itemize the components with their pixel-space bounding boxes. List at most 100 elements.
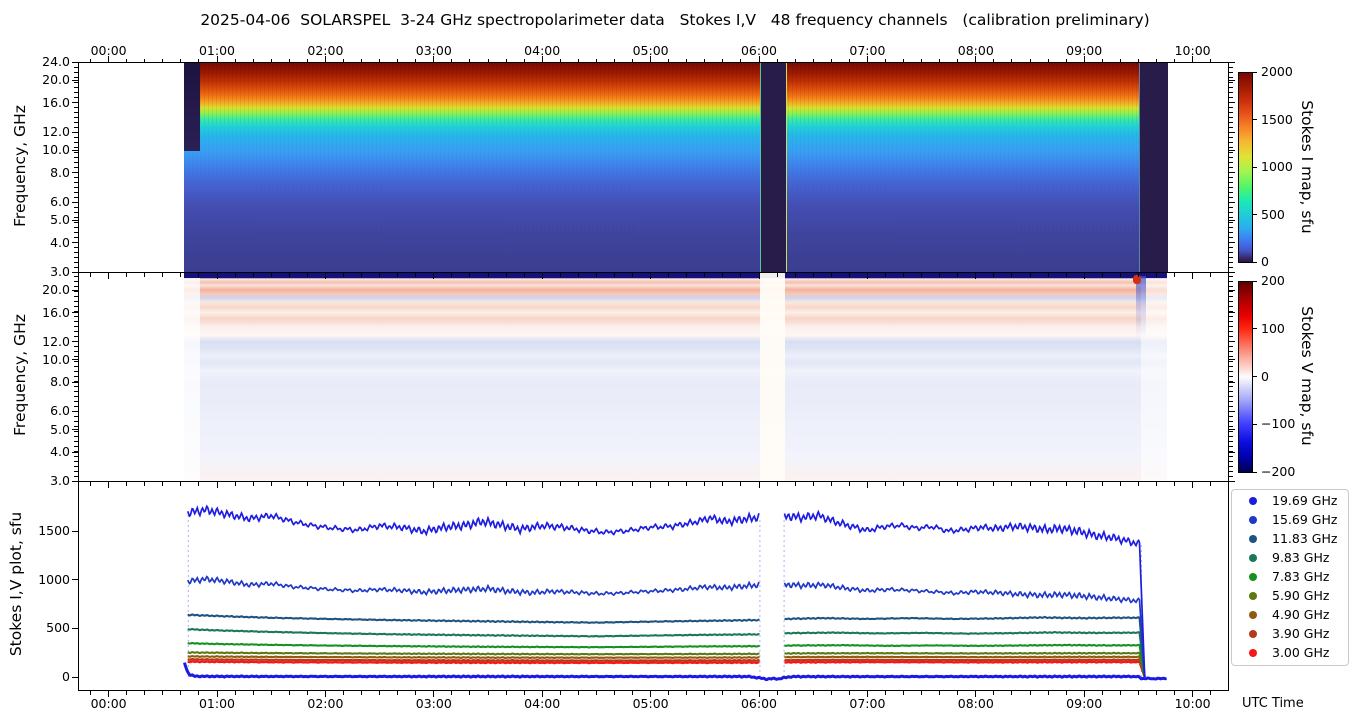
freq-tick-label: 4.0 [50,444,70,460]
x-tick [668,273,670,277]
freq-minor-tick [1229,161,1233,163]
x-tick [830,482,832,486]
x-tick [361,273,363,277]
x-tick [90,691,92,695]
freq-minor-tick [74,231,78,233]
freq-tick [72,381,78,383]
freq-minor-tick [1229,126,1233,128]
freq-minor-tick [74,171,78,173]
x-tick [487,691,489,695]
stokes-i-map-panel [78,62,1229,273]
x-tick [686,58,688,62]
x-tick [451,273,453,277]
x-tick [1119,58,1121,62]
x-tick [361,691,363,695]
colorbar-tick-label: 0 [1261,254,1269,269]
stokes-iv-plot-panel [78,481,1229,691]
hour-label: 01:00 [198,696,236,711]
x-tick [324,482,326,488]
x-tick [342,58,344,62]
freq-minor-tick [1229,201,1233,203]
freq-minor-tick [1229,216,1233,218]
freq-minor-tick [74,410,78,412]
pre-full-overlay [184,278,200,481]
x-tick [451,58,453,62]
freq-minor-tick [74,191,78,193]
x-tick [903,58,905,62]
x-tick [577,482,579,486]
freq-minor-tick [74,351,78,353]
freq-minor-tick [74,321,78,323]
x-tick [993,273,995,277]
freq-minor-tick [1229,336,1233,338]
freq-minor-tick [74,366,78,368]
series-line-7-83-GHz [187,641,1146,678]
freq-minor-tick [74,101,78,103]
freq-minor-tick [74,435,78,437]
freq-minor-tick [74,475,78,477]
x-tick [1155,691,1157,695]
freq-minor-tick [74,181,78,183]
x-tick [776,691,778,695]
x-tick [324,691,326,697]
x-tick [433,273,435,279]
x-tick [848,58,850,62]
freq-minor-tick [74,470,78,472]
x-tick [577,691,579,695]
x-tick [939,482,941,486]
freq-minor-tick [74,251,78,253]
x-tick [1137,482,1139,486]
x-tick [921,691,923,695]
x-tick [939,691,941,695]
x-tick [1137,691,1139,695]
freq-minor-tick [74,241,78,243]
x-tick [722,691,724,695]
x-tick [650,482,652,488]
x-tick [234,482,236,486]
x-tick [740,691,742,695]
freq-minor-tick [1229,311,1233,313]
freq-tick-label: 16.0 [42,94,70,110]
x-tick [1119,482,1121,486]
freq-tick [72,289,78,291]
series-line-3-90-GHz [187,658,1146,678]
freq-minor-tick [74,286,78,288]
freq-tick [72,451,78,453]
legend-dot [1249,516,1257,524]
freq-minor-tick [1229,286,1233,288]
x-tick [1065,691,1067,695]
freq-minor-tick [74,326,78,328]
freq-minor-tick [1229,101,1233,103]
x-tick [1155,482,1157,486]
x-tick [1065,273,1067,277]
x-tick [469,691,471,695]
freq-minor-tick [74,460,78,462]
stokes-plot-axis-label: Stokes I,V plot, sfu [7,511,25,657]
freq-tick [72,149,78,151]
freq-minor-tick [1229,226,1233,228]
freq-minor-tick [74,385,78,387]
x-tick [704,482,706,486]
freq-minor-tick [74,306,78,308]
freq-minor-tick [74,291,78,293]
x-tick [469,58,471,62]
freq-tick [72,271,78,273]
freq-minor-tick [1229,296,1233,298]
series-line-19-69-GHz [186,504,1146,678]
x-tick [469,273,471,277]
freq-minor-tick [1229,166,1233,168]
freq-minor-tick [1229,460,1233,462]
x-tick [198,273,200,277]
hour-label: 09:00 [1066,696,1103,711]
freq-minor-tick [74,246,78,248]
freq-minor-tick [1229,450,1233,452]
legend-dot [1249,535,1257,543]
x-tick [613,691,615,695]
freq-minor-tick [74,106,78,108]
x-tick [957,691,959,695]
x-tick [415,691,417,695]
x-tick [505,482,507,486]
freq-minor-tick [74,261,78,263]
x-tick [903,482,905,486]
x-tick [1083,56,1085,62]
